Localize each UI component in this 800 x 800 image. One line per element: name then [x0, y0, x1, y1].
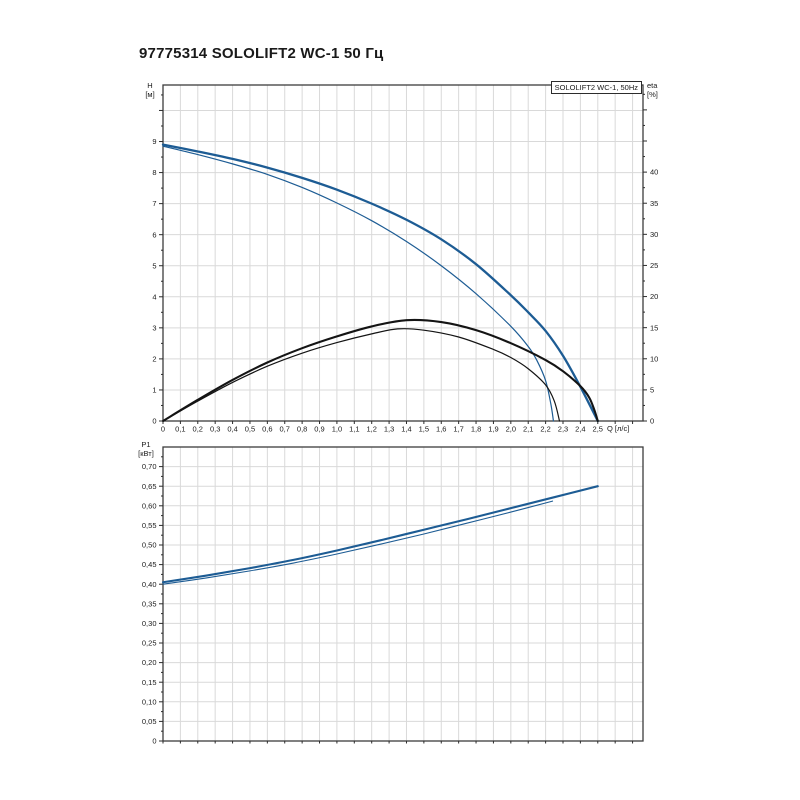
svg-text:2: 2: [152, 354, 156, 363]
curve-eta-curve-max: [161, 318, 599, 423]
svg-text:0: 0: [152, 737, 156, 746]
svg-text:0,20: 0,20: [142, 658, 157, 667]
svg-text:30: 30: [650, 230, 658, 239]
svg-text:0,6: 0,6: [262, 425, 272, 434]
svg-text:1: 1: [152, 386, 156, 395]
svg-text:40: 40: [650, 168, 658, 177]
head-axis-unit: [м]: [145, 90, 155, 99]
page-title: 97775314 SOLOLIFT2 WC-1 50 Гц: [139, 45, 384, 62]
svg-text:0,65: 0,65: [142, 482, 157, 491]
curve-head-curve-min: [162, 145, 555, 422]
bottom-chart-grid: [163, 447, 643, 741]
svg-text:1,5: 1,5: [419, 425, 429, 434]
svg-text:0,9: 0,9: [314, 425, 324, 434]
eta-axis-symbol: eta: [647, 81, 658, 90]
curve-power-curve-min: [162, 500, 554, 585]
svg-text:0,25: 0,25: [142, 639, 157, 648]
svg-text:8: 8: [152, 168, 156, 177]
svg-text:1,0: 1,0: [332, 425, 342, 434]
svg-text:4: 4: [152, 292, 156, 301]
bottom-chart-tick-labels: 0 0,05 0,10 0,15 0,20 0,25 0,30 0,35 0,40 0,45 0,5…: [142, 462, 157, 745]
svg-text:9: 9: [152, 137, 156, 146]
curve-head-curve-max: [161, 143, 599, 423]
svg-text:1,2: 1,2: [366, 425, 376, 434]
svg-text:10: 10: [650, 354, 658, 363]
svg-text:5: 5: [152, 261, 156, 270]
svg-text:1,3: 1,3: [384, 425, 394, 434]
eta-axis-unit: [%]: [647, 90, 658, 99]
svg-text:15: 15: [650, 323, 658, 332]
svg-text:0,60: 0,60: [142, 501, 157, 510]
eta-axis-label: eta [%]: [647, 81, 669, 99]
svg-text:0: 0: [650, 417, 654, 426]
svg-text:35: 35: [650, 199, 658, 208]
svg-text:1,6: 1,6: [436, 425, 446, 434]
svg-text:0,50: 0,50: [142, 541, 157, 550]
svg-text:2,3: 2,3: [558, 425, 568, 434]
svg-text:2,4: 2,4: [575, 425, 585, 434]
svg-text:2,2: 2,2: [540, 425, 550, 434]
svg-text:1,9: 1,9: [488, 425, 498, 434]
svg-text:1,1: 1,1: [349, 425, 359, 434]
svg-text:0,1: 0,1: [175, 425, 185, 434]
svg-text:2,0: 2,0: [506, 425, 516, 434]
svg-text:7: 7: [152, 199, 156, 208]
svg-text:0,30: 0,30: [142, 619, 157, 628]
bottom-chart-curves: [161, 485, 599, 585]
power-axis-unit: [кВт]: [138, 449, 154, 458]
svg-text:0,15: 0,15: [142, 678, 157, 687]
svg-text:0,2: 0,2: [193, 425, 203, 434]
power-axis-label: P1 [кВт]: [133, 440, 159, 458]
svg-text:6: 6: [152, 230, 156, 239]
svg-text:0,55: 0,55: [142, 521, 157, 530]
top-chart-frame: [162, 84, 644, 422]
top-chart-tick-labels: 0 0,1 0,2 0,3 0,4 0,5 0,6 0,7 0,8 0,9 1,0 1,1 1,2 1,3…: [152, 137, 658, 433]
power-axis-symbol: P1: [141, 440, 151, 449]
svg-text:1,7: 1,7: [453, 425, 463, 434]
svg-text:0,05: 0,05: [142, 717, 157, 726]
svg-text:0,3: 0,3: [210, 425, 220, 434]
svg-text:1,8: 1,8: [471, 425, 481, 434]
svg-text:0,45: 0,45: [142, 560, 157, 569]
svg-text:0,10: 0,10: [142, 697, 157, 706]
svg-text:3: 3: [152, 323, 156, 332]
svg-text:1,4: 1,4: [401, 425, 411, 434]
flow-axis-label: Q [л/с]: [607, 424, 630, 433]
svg-text:0,8: 0,8: [297, 425, 307, 434]
top-chart-curves: [161, 143, 599, 423]
svg-text:0,4: 0,4: [227, 425, 237, 434]
bottom-chart-frame: [162, 446, 644, 742]
svg-text:2,1: 2,1: [523, 425, 533, 434]
svg-text:0: 0: [161, 425, 165, 434]
svg-text:20: 20: [650, 292, 658, 301]
svg-text:0,7: 0,7: [280, 425, 290, 434]
svg-text:0: 0: [152, 417, 156, 426]
curve-eta-curve-min: [162, 328, 561, 422]
head-axis-label: H [м]: [139, 81, 161, 99]
bottom-chart-ticks: [159, 456, 634, 744]
head-axis-symbol: H: [147, 81, 153, 90]
svg-text:5: 5: [650, 385, 654, 394]
svg-text:2,5: 2,5: [593, 425, 603, 434]
top-chart-grid: [163, 85, 643, 421]
svg-text:0,5: 0,5: [245, 425, 255, 434]
svg-text:0,40: 0,40: [142, 580, 157, 589]
top-chart-ticks: [159, 93, 647, 424]
svg-text:25: 25: [650, 261, 658, 270]
svg-text:0,70: 0,70: [142, 462, 157, 471]
curve-power-curve-max: [161, 485, 599, 584]
legend-box: SOLOLIFT2 WC-1, 50Hz: [550, 81, 642, 94]
svg-text:0,35: 0,35: [142, 599, 157, 608]
